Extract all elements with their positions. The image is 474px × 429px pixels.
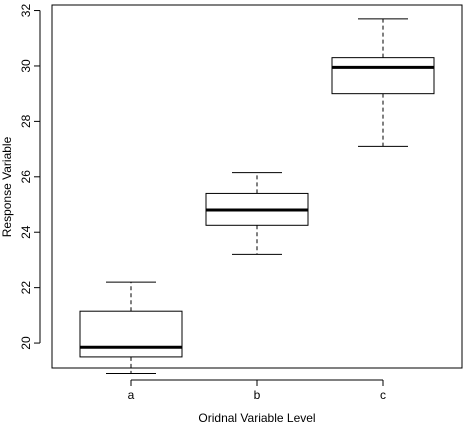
y-tick-label: 32 (19, 4, 33, 18)
box-a (79, 281, 183, 375)
y-tick-label: 20 (19, 336, 33, 350)
interquartile-box (79, 310, 183, 358)
y-tick-label: 24 (19, 225, 33, 239)
y-axis: 20 22 24 26 28 30 32 (19, 4, 41, 350)
y-tick-label: 26 (19, 170, 33, 184)
box-c (331, 18, 435, 147)
box-b (205, 172, 309, 255)
x-tick-label: a (128, 388, 135, 402)
x-axis-title: Oridnal Variable Level (198, 411, 315, 425)
interquartile-box (331, 57, 435, 95)
y-tick-label: 28 (19, 114, 33, 128)
plot-frame (51, 4, 463, 369)
y-tick-label: 22 (19, 281, 33, 295)
y-axis-title: Response Variable (0, 136, 14, 237)
boxes-group (79, 18, 435, 375)
x-tick-label: b (254, 388, 261, 402)
x-axis: a b c (128, 379, 386, 402)
y-tick-label: 30 (19, 59, 33, 73)
x-tick-label: c (380, 388, 386, 402)
